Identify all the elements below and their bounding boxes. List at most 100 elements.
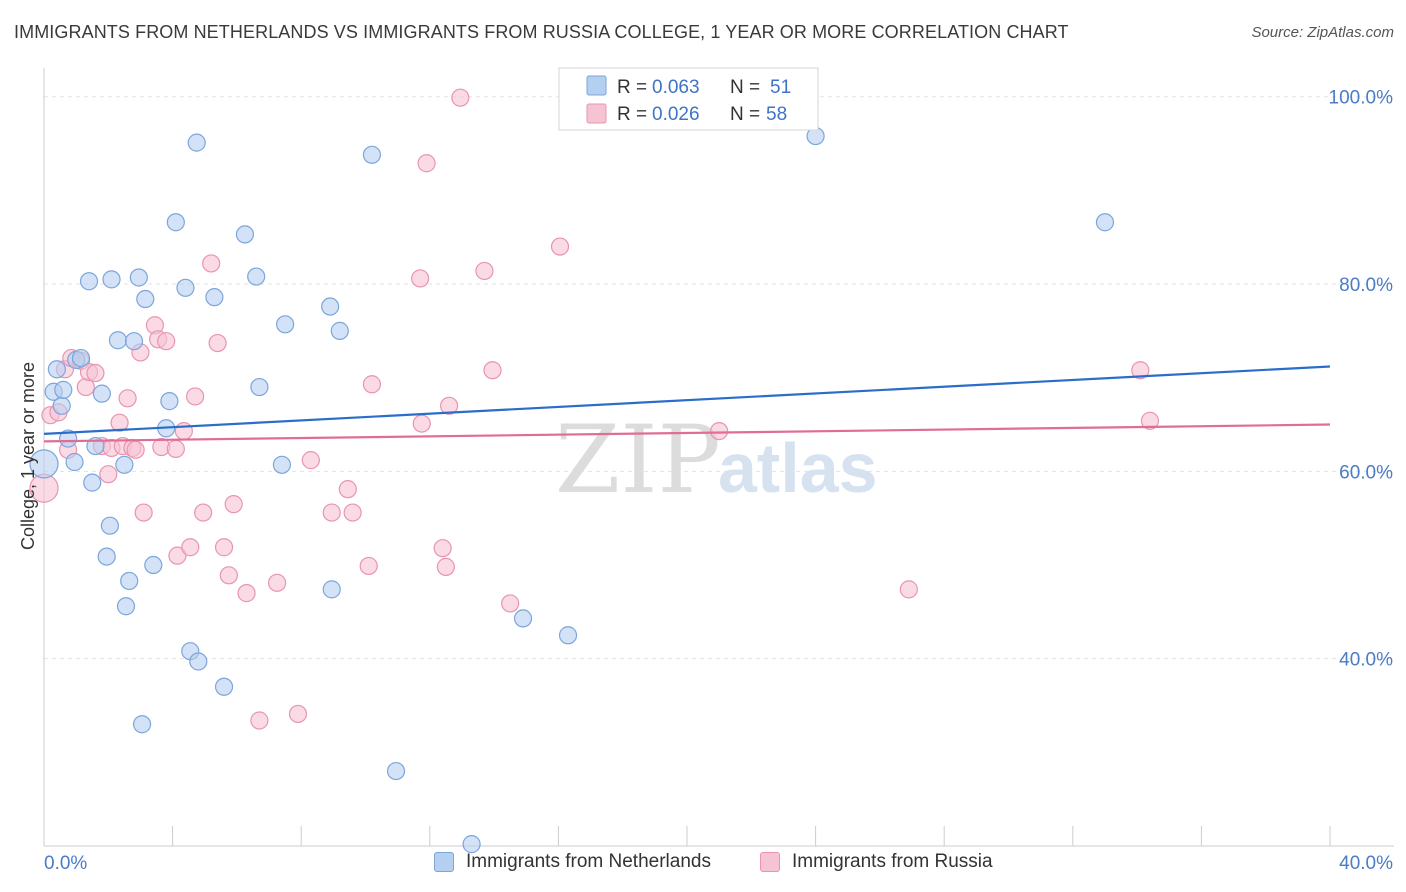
netherlands-point-10 (83, 473, 102, 492)
netherlands-point-42 (362, 145, 382, 164)
russia-point-24 (166, 439, 185, 458)
y-axis-label: College, 1 year or more (18, 362, 38, 550)
netherlands-point-39 (321, 297, 340, 316)
russia-point-36 (250, 711, 269, 730)
netherlands-point-13 (97, 547, 116, 566)
legend-swatch-russia (760, 852, 780, 872)
netherlands-point-2 (47, 360, 66, 379)
netherlands-point-30 (187, 133, 206, 152)
netherlands-point-44 (462, 835, 481, 854)
russia-point-55 (550, 237, 570, 256)
netherlands-point-12 (92, 384, 111, 403)
legend-label-netherlands: Immigrants from Netherlands (466, 851, 711, 872)
russia-point-17 (126, 440, 145, 459)
netherlands-point-33 (214, 677, 234, 696)
legend-bottom: Immigrants from Netherlands Immigrants f… (0, 851, 1406, 879)
netherlands-point-43 (386, 761, 406, 781)
netherlands-point-18 (116, 597, 136, 616)
legend-russia-n-value: 58 (766, 104, 787, 125)
russia-point-40 (322, 503, 341, 522)
netherlands-point-14 (100, 516, 120, 535)
russia-point-48 (433, 539, 452, 558)
russia-point-13 (110, 413, 129, 432)
netherlands-point-31 (189, 652, 208, 671)
russia-point-57 (899, 580, 918, 599)
netherlands-point-37 (272, 455, 292, 474)
russia-point-23 (157, 332, 176, 351)
x-tick-label-0: 0.0% (44, 853, 87, 874)
legend-russia-r-value: 0.026 (652, 104, 700, 125)
russia-point-53 (483, 361, 502, 380)
watermark: ZIP atlas (555, 406, 878, 515)
watermark-zip: ZIP (555, 406, 721, 515)
netherlands-point-3 (52, 396, 71, 415)
russia-point-39 (301, 451, 320, 470)
legend-netherlands-r-value: 0.063 (652, 77, 700, 98)
russia-point-33 (219, 566, 238, 585)
netherlands-point-15 (102, 270, 121, 289)
chart-title: IMMIGRANTS FROM NETHERLANDS VS IMMIGRANT… (14, 22, 1069, 42)
netherlands-point-8 (71, 348, 91, 368)
netherlands-point-21 (129, 268, 148, 287)
netherlands-point-45 (513, 609, 533, 628)
russia-point-37 (267, 573, 287, 592)
netherlands-point-28 (176, 278, 195, 297)
netherlands-point-6 (65, 452, 84, 472)
russia-point-52 (475, 261, 494, 281)
russia-point-30 (202, 254, 221, 273)
russia-point-35 (237, 584, 256, 603)
russia-point-47 (417, 154, 436, 173)
russia-point-28 (186, 387, 205, 406)
russia-point-32 (214, 538, 234, 557)
russia-point-26 (174, 421, 193, 441)
y-tick-labels: 40.0% 60.0% 80.0% 100.0% (1329, 88, 1394, 671)
netherlands-point-38 (276, 315, 295, 334)
netherlands-point-17 (115, 455, 134, 474)
netherlands-point-23 (136, 289, 155, 309)
legend-netherlands-r-label: R = (617, 77, 652, 98)
netherlands-point-4 (54, 380, 73, 399)
russia-point-49 (436, 557, 455, 576)
y-tick-label-1: 60.0% (1339, 462, 1393, 483)
legend-russia-swatch (586, 103, 607, 124)
legend-item-netherlands: Immigrants from Netherlands (434, 851, 711, 873)
source-label: Source: ZipAtlas.com (1251, 24, 1394, 41)
russia-point-50 (439, 396, 459, 415)
netherlands-point-46 (558, 626, 578, 645)
x-tick-label-1: 40.0% (1339, 853, 1393, 874)
netherlands-point-24 (144, 555, 163, 575)
russia-point-43 (359, 556, 378, 576)
legend-russia-r-label: R = (617, 104, 652, 125)
netherlands-point-0 (29, 449, 59, 479)
russia-point-25 (168, 546, 187, 565)
netherlands-point-32 (205, 288, 224, 307)
netherlands-trend-line (43, 365, 1331, 436)
russia-point-27 (181, 538, 200, 557)
legend-netherlands-n-label: N = (730, 77, 765, 98)
russia-point-46 (412, 414, 431, 433)
netherlands-point-35 (247, 267, 266, 286)
russia-point-54 (501, 594, 520, 613)
russia-point-41 (338, 480, 357, 499)
netherlands-point-34 (235, 225, 255, 244)
russia-point-59 (1140, 411, 1160, 430)
russia-point-31 (208, 333, 227, 353)
gridlines (44, 96, 1394, 660)
netherlands-point-27 (166, 213, 185, 232)
legend-russia-n-label: N = (730, 104, 765, 125)
russia-point-58 (1131, 361, 1150, 380)
netherlands-point-36 (250, 377, 269, 397)
russia-point-38 (288, 704, 308, 724)
netherlands-point-5 (59, 429, 78, 448)
y-tick-label-3: 100.0% (1329, 88, 1394, 109)
russia-point-15 (118, 389, 137, 408)
x-tick-labels: 0.0% 40.0% (44, 853, 1393, 874)
russia-point-51 (451, 88, 470, 107)
russia-point-56 (710, 421, 729, 441)
netherlands-point-40 (322, 580, 341, 599)
netherlands-point-41 (330, 321, 349, 340)
russia-point-44 (362, 375, 382, 394)
russia-point-11 (99, 465, 118, 484)
netherlands-point-9 (79, 272, 99, 291)
